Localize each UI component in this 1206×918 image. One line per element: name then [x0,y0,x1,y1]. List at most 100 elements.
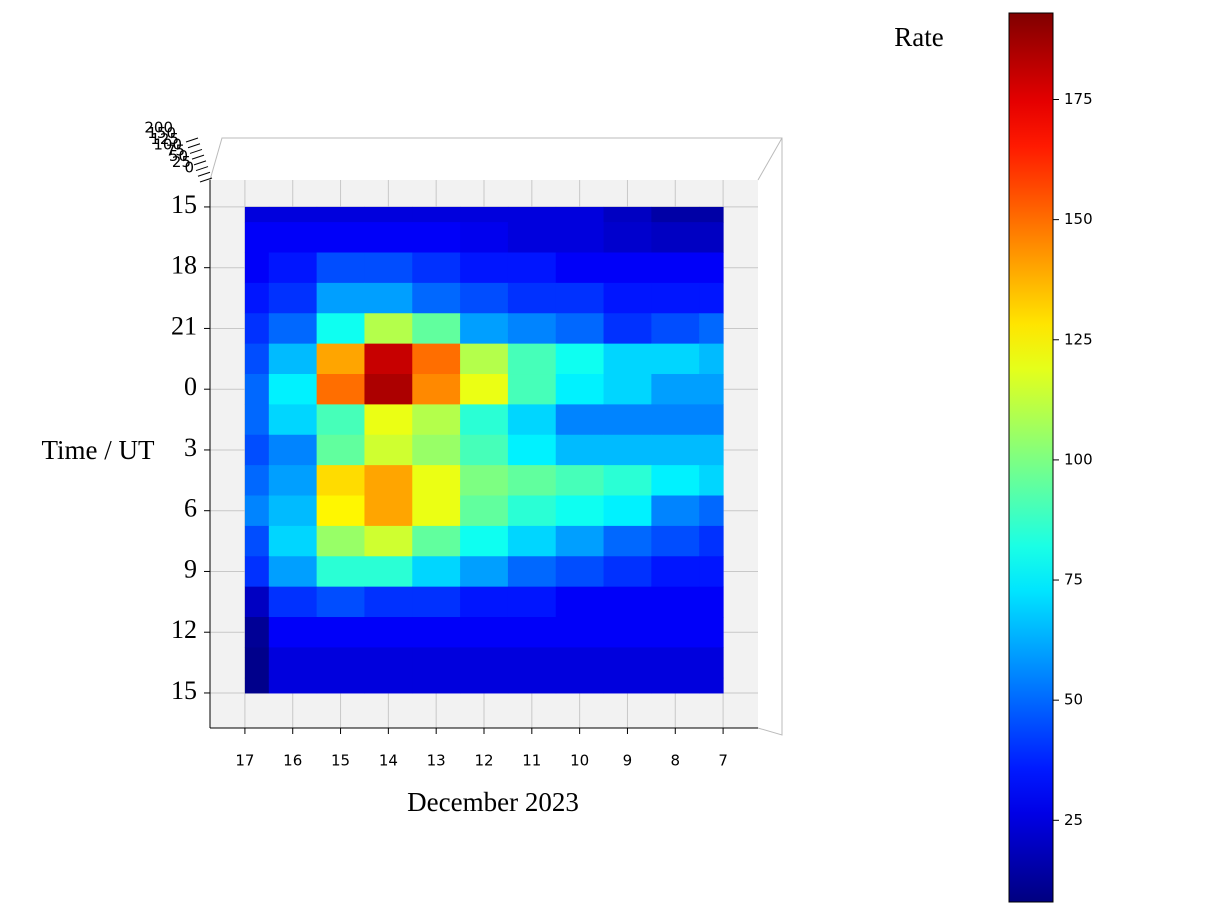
cell [316,495,365,527]
cell [651,252,700,284]
x-tick-label: 10 [570,752,589,770]
cell [555,252,605,284]
cell [699,343,724,375]
cell [555,343,605,375]
z-tick [193,160,207,166]
cell [460,374,509,405]
x-tick-label: 7 [718,752,728,770]
cell [412,617,461,648]
cell [603,525,652,557]
cell [268,465,318,497]
cell [699,404,724,436]
colorbar-tick-label: 50 [1064,691,1083,709]
cell [603,252,652,284]
y-tick-label: 9 [184,554,197,583]
cell [555,617,605,648]
cell [603,206,652,223]
y-tick-label: 21 [171,311,197,340]
z-tick-label: 75 [166,141,185,159]
pane-edges [209,137,783,736]
cell [651,313,700,345]
y-tick-label: 3 [184,433,197,462]
cell [268,374,318,405]
cell [412,434,461,466]
colorbar-tick-label: 175 [1064,90,1093,108]
cell [412,222,461,253]
cell [460,206,509,223]
cell [603,647,652,679]
z-tick [195,166,209,172]
x-tick-label: 17 [235,752,254,770]
z-tick [199,177,213,183]
cell [507,313,557,345]
cell [699,374,724,405]
cell [268,343,318,375]
cell [316,677,365,694]
cell [268,206,318,223]
cell [412,495,461,527]
cell [244,374,270,405]
colorbar-tick-label: 25 [1064,811,1083,829]
z-tick-label: 200 [144,119,173,137]
cell [316,525,365,557]
cell [651,617,700,648]
z-tick [189,148,203,154]
cell [555,647,605,679]
z-tick [197,171,211,177]
cell [364,556,413,588]
cell [555,586,605,618]
cell [316,647,365,679]
cell [364,495,413,527]
cell [555,313,605,345]
cell [364,677,413,694]
cell [651,222,700,253]
cell [364,617,413,648]
cell [412,343,461,375]
cell [244,647,270,679]
cell [364,465,413,497]
cell [460,313,509,345]
cell [507,434,557,466]
x-tick-label: 12 [474,752,493,770]
z-tick-label: 100 [153,136,182,154]
cell [651,404,700,436]
cell [507,222,557,253]
cell [244,495,270,527]
cell [244,677,270,694]
cell [268,222,318,253]
cell [555,465,605,497]
cell [651,677,700,694]
cell [460,404,509,436]
cell [555,222,605,253]
cell [316,374,365,405]
cell [555,374,605,405]
cell [244,556,270,588]
cell [507,465,557,497]
cell [603,374,652,405]
cell [603,222,652,253]
cell [699,313,724,345]
cell [364,434,413,466]
cell [412,465,461,497]
cell [412,404,461,436]
cell [555,434,605,466]
y-tick-label: 6 [184,494,197,523]
cell [460,343,509,375]
cell [412,252,461,284]
cell [244,465,270,497]
cell [268,617,318,648]
x-tick-label: 8 [671,752,681,770]
cell [316,222,365,253]
cell [364,206,413,223]
cell [699,525,724,557]
cell [603,556,652,588]
cell [555,282,605,314]
cell [507,252,557,284]
colorbar-tick-label: 75 [1064,571,1083,589]
cell [460,556,509,588]
cell [364,343,413,375]
cell [244,404,270,436]
cell [699,586,724,618]
cell [651,282,700,314]
